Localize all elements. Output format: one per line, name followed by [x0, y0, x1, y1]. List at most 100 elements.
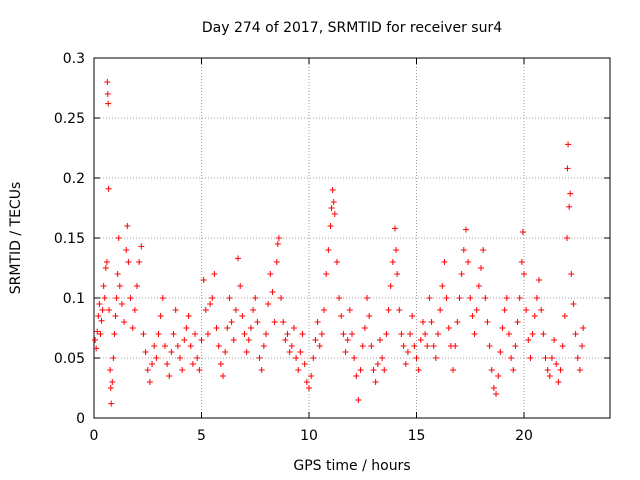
data-point — [237, 283, 244, 289]
data-point — [301, 361, 308, 367]
data-point — [177, 355, 183, 361]
data-point — [372, 379, 379, 385]
data-point — [482, 295, 489, 301]
data-point — [529, 331, 536, 337]
data-point — [411, 343, 418, 349]
data-point — [579, 343, 586, 349]
data-point — [486, 343, 493, 349]
data-point — [144, 367, 151, 373]
data-point — [136, 259, 143, 265]
data-point — [497, 349, 504, 355]
data-point — [424, 343, 431, 349]
x-tick-label: 15 — [408, 428, 426, 444]
y-tick-label: 0 — [76, 411, 85, 427]
data-point — [478, 265, 484, 271]
data-point — [168, 349, 175, 355]
data-point — [576, 367, 583, 373]
data-point — [469, 313, 476, 319]
data-point — [389, 259, 396, 265]
data-point — [116, 283, 123, 289]
data-point — [519, 229, 526, 235]
y-tick-label: 0.3 — [63, 51, 85, 67]
data-point — [454, 319, 461, 325]
y-tick-label: 0.2 — [63, 171, 85, 187]
data-point — [495, 373, 502, 379]
data-point — [110, 355, 117, 361]
data-point — [471, 331, 478, 337]
data-point — [170, 331, 177, 337]
data-point — [542, 355, 549, 361]
data-point — [183, 325, 190, 331]
data-point — [179, 367, 186, 373]
data-point — [364, 295, 371, 301]
data-point — [106, 307, 113, 313]
data-point — [484, 319, 491, 325]
data-point — [512, 343, 519, 349]
data-point — [200, 277, 207, 283]
data-point — [568, 271, 575, 277]
data-point — [232, 307, 239, 313]
data-point — [355, 397, 362, 403]
data-point — [288, 343, 295, 349]
data-point — [111, 331, 118, 337]
data-point — [540, 331, 547, 337]
data-point — [92, 337, 99, 343]
data-point — [374, 361, 381, 367]
y-tick-label: 0.1 — [63, 291, 85, 307]
data-point — [250, 307, 257, 313]
data-point — [187, 343, 194, 349]
data-point — [333, 259, 340, 265]
data-point — [394, 271, 401, 277]
data-point — [101, 295, 108, 301]
data-point — [213, 325, 220, 331]
data-point — [157, 313, 164, 319]
data-point — [323, 271, 330, 277]
data-point — [351, 355, 358, 361]
data-point — [185, 313, 192, 319]
data-point — [443, 295, 450, 301]
data-point — [426, 295, 433, 301]
data-point — [100, 283, 107, 289]
data-point — [503, 295, 510, 301]
chart-title: Day 274 of 2017, SRMTID for receiver sur… — [202, 20, 502, 36]
data-point — [379, 355, 386, 361]
data-point — [518, 259, 525, 265]
data-point — [505, 331, 512, 337]
data-point — [452, 343, 459, 349]
data-point — [321, 307, 328, 313]
data-point — [435, 331, 441, 337]
data-point — [344, 337, 351, 343]
data-point — [422, 331, 429, 337]
data-point — [140, 331, 147, 337]
data-point — [402, 361, 409, 367]
data-point — [164, 361, 171, 367]
data-point — [312, 337, 319, 343]
data-point — [299, 331, 306, 337]
data-point — [458, 271, 465, 277]
data-point — [149, 361, 156, 367]
data-point — [271, 319, 278, 325]
x-tick-label: 10 — [300, 428, 318, 444]
data-point — [349, 331, 355, 337]
data-point — [107, 367, 114, 373]
data-point — [194, 355, 201, 361]
data-point — [428, 319, 435, 325]
data-point — [211, 271, 218, 277]
data-point — [327, 223, 334, 229]
data-point — [338, 313, 345, 319]
data-point — [209, 295, 216, 301]
data-point — [220, 373, 226, 379]
data-point — [284, 331, 291, 337]
data-point — [103, 259, 110, 265]
data-point — [104, 79, 111, 85]
data-point — [336, 295, 343, 301]
y-tick-label: 0.15 — [54, 231, 85, 247]
data-point — [370, 367, 377, 373]
data-point — [546, 373, 553, 379]
grid-lines — [94, 58, 610, 418]
data-point — [174, 343, 181, 349]
x-tick-label: 5 — [197, 428, 206, 444]
data-point — [376, 337, 383, 343]
data-point — [357, 367, 364, 373]
